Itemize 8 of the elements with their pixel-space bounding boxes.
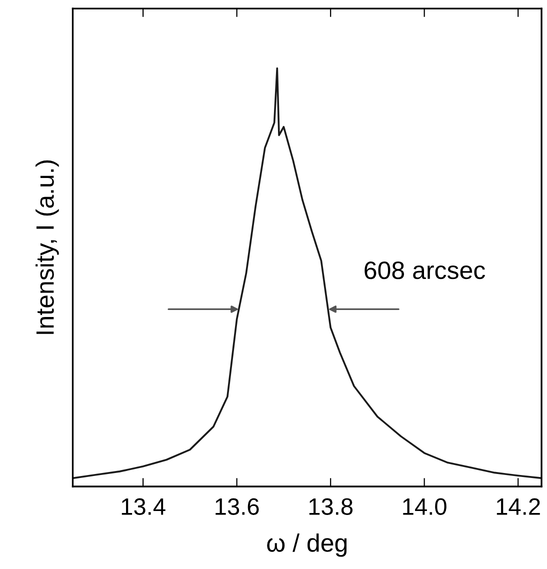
annotation: 608 arcsec <box>364 261 486 280</box>
x-axis-title: ω / deg <box>267 534 347 557</box>
y-axis-title: Intensity, I (a.u.) <box>36 160 59 334</box>
x-tick-label: 14.2 <box>496 498 540 515</box>
x-tick-label: 13.4 <box>122 498 166 515</box>
x-tick-label: 13.6 <box>216 498 259 515</box>
x-tick-label: 14.0 <box>403 498 446 515</box>
x-tick-label: 13.8 <box>309 498 353 515</box>
